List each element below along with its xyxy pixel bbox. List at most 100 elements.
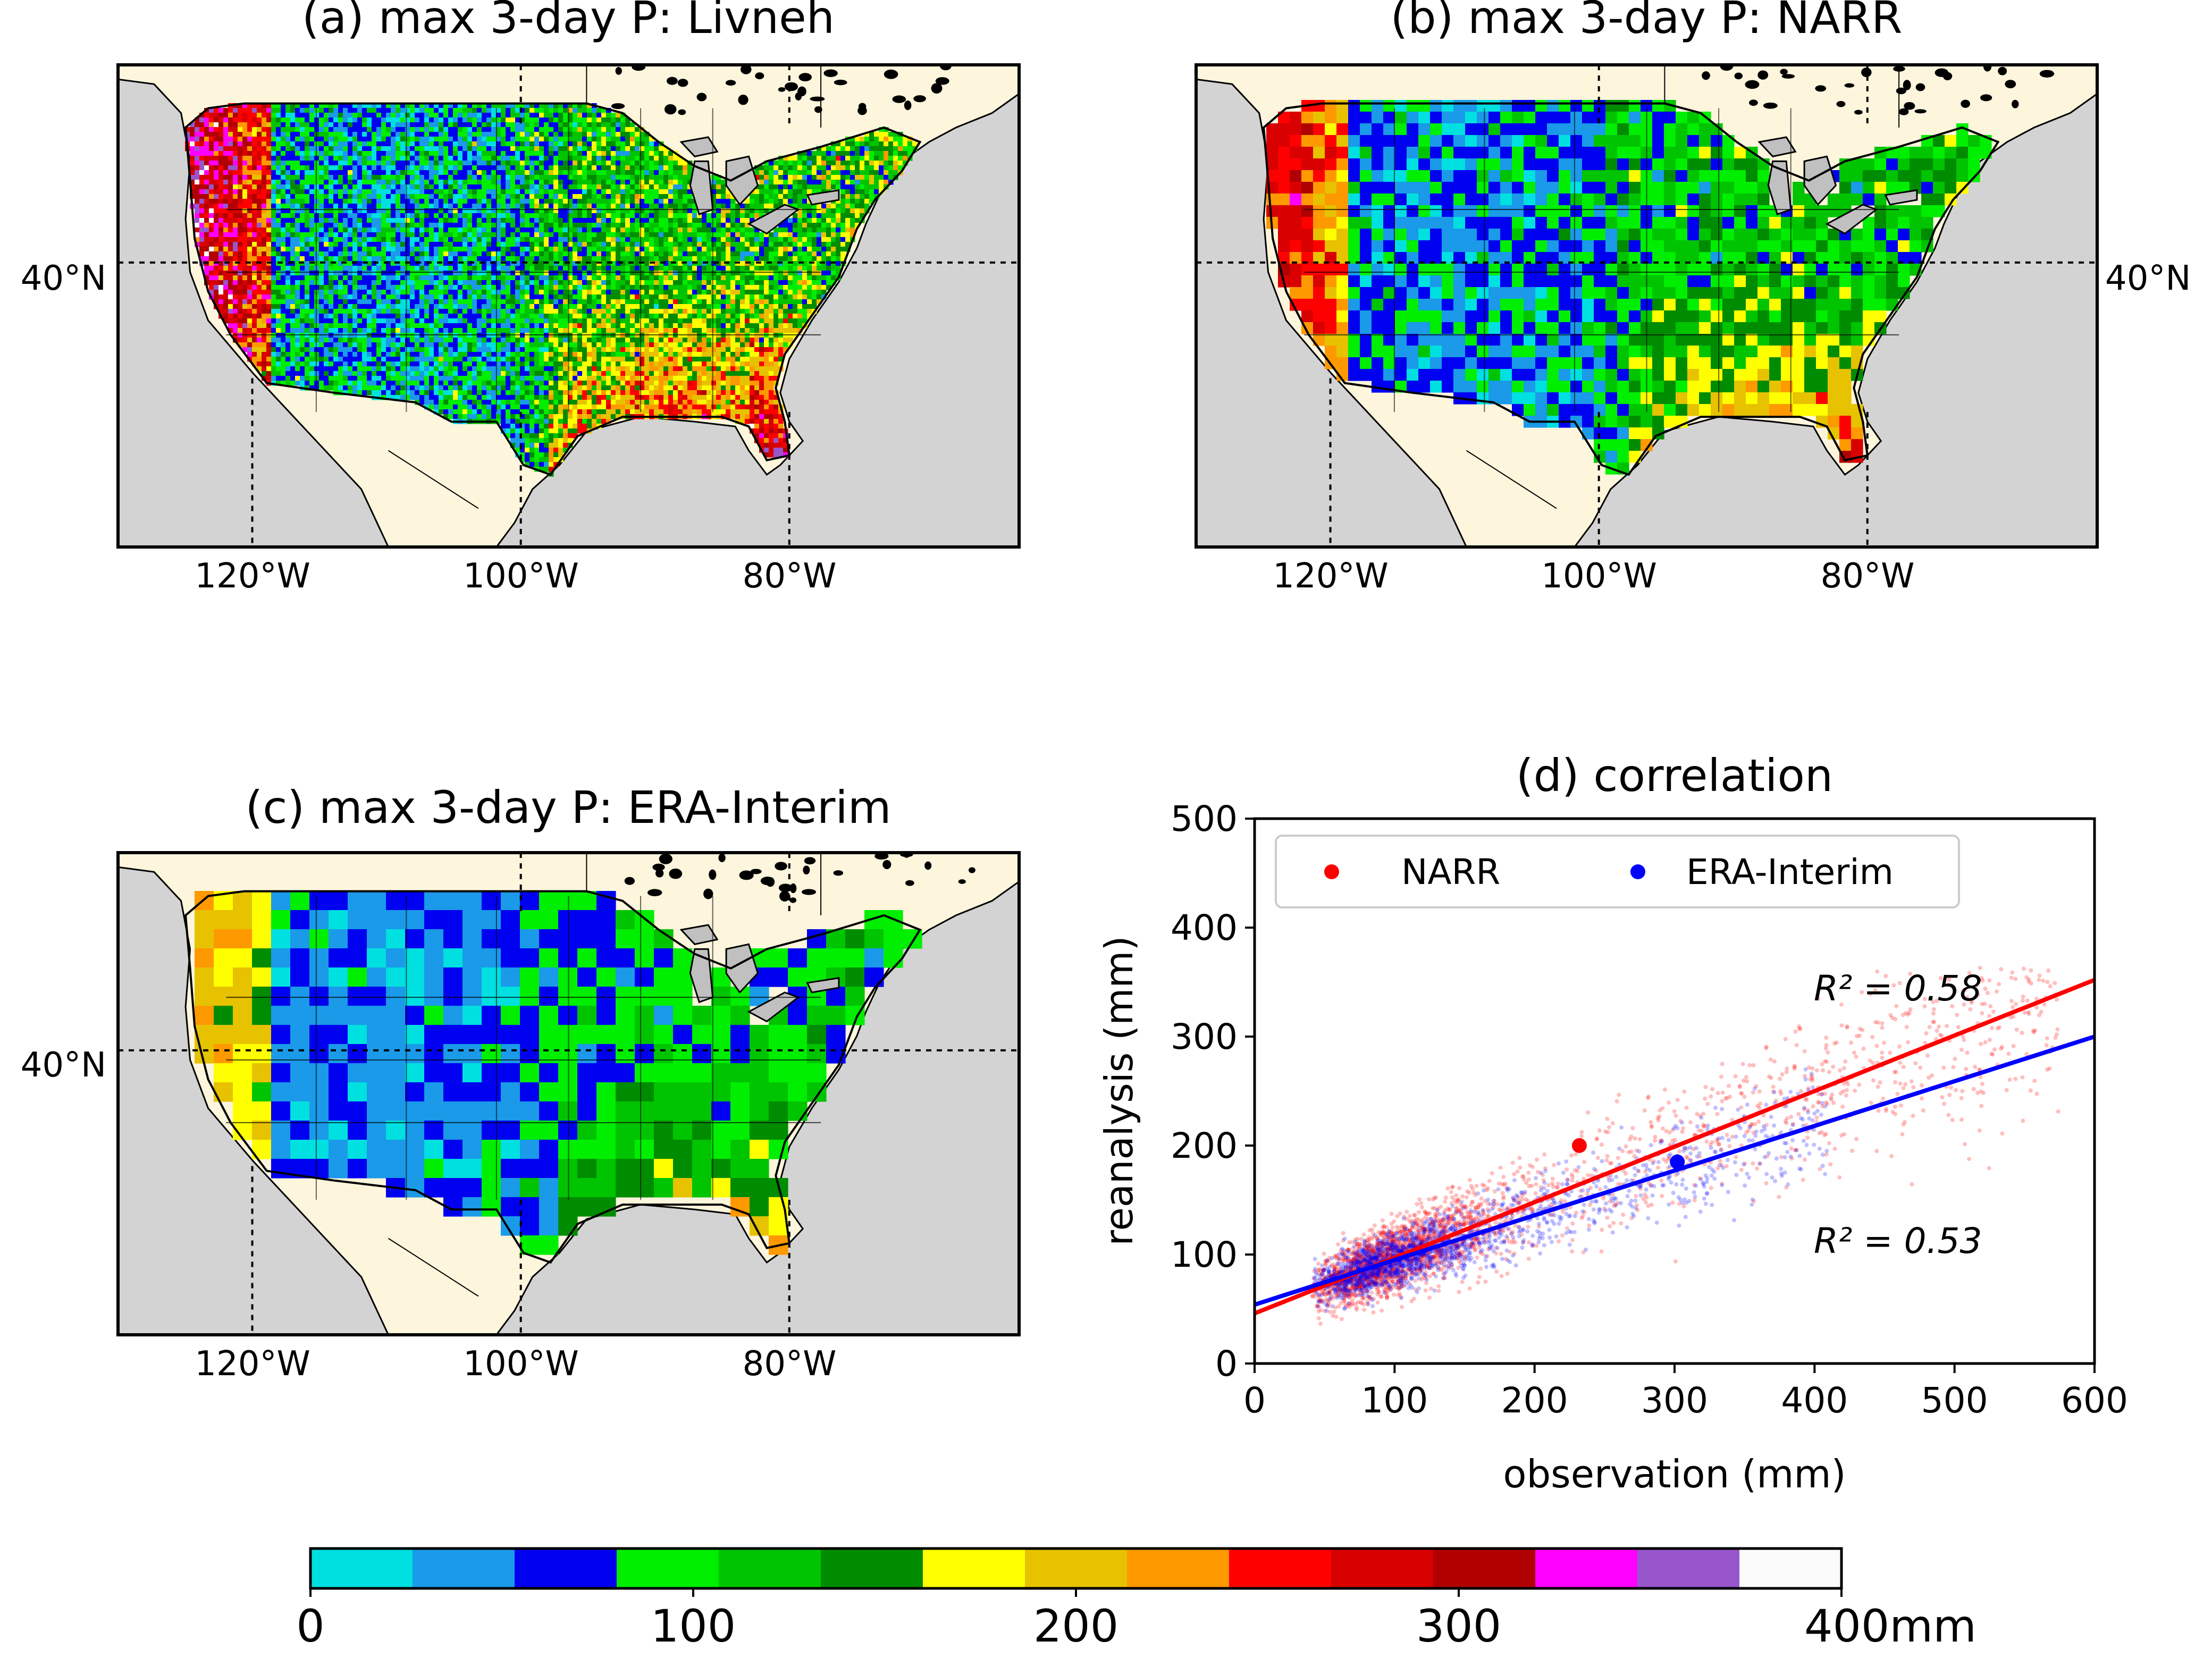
precip-cell bbox=[482, 232, 487, 238]
precip-cell bbox=[711, 266, 717, 271]
precip-cell bbox=[214, 170, 219, 175]
precip-cell bbox=[573, 280, 578, 285]
precip-cell bbox=[491, 228, 497, 233]
precip-cell bbox=[228, 122, 233, 128]
precip-cell bbox=[750, 204, 755, 209]
precip-cell bbox=[329, 184, 334, 190]
precip-cell bbox=[238, 242, 243, 247]
precip-cell bbox=[257, 122, 262, 128]
precip-cell bbox=[429, 146, 434, 152]
precip-cell bbox=[295, 137, 300, 142]
precip-cell bbox=[410, 261, 415, 266]
precip-cell bbox=[396, 156, 401, 161]
precip-cell bbox=[338, 228, 343, 233]
precip-cell bbox=[434, 256, 439, 262]
precip-cell bbox=[400, 108, 406, 113]
precip-cell bbox=[525, 232, 530, 238]
precip-cell bbox=[783, 237, 788, 242]
precip-cell bbox=[644, 204, 650, 209]
precip-cell bbox=[678, 228, 683, 233]
precip-cell bbox=[386, 127, 391, 132]
precip-cell bbox=[319, 256, 324, 262]
precip-cell bbox=[640, 151, 645, 156]
precip-cell bbox=[262, 194, 267, 199]
precip-cell bbox=[348, 199, 353, 204]
precip-cell bbox=[649, 275, 654, 281]
precip-cell bbox=[281, 189, 286, 195]
precip-cell bbox=[592, 237, 597, 242]
precip-cell bbox=[252, 108, 257, 113]
precip-cell bbox=[305, 108, 310, 113]
precip-cell bbox=[525, 280, 530, 285]
precip-cell bbox=[247, 223, 253, 228]
precip-cell bbox=[290, 103, 296, 108]
precip-cell bbox=[596, 266, 602, 271]
precip-cell bbox=[544, 237, 549, 242]
precip-cell bbox=[376, 242, 382, 247]
precip-cell bbox=[831, 165, 836, 171]
precip-cell bbox=[549, 161, 554, 166]
precip-cell bbox=[606, 113, 611, 118]
precip-cell bbox=[482, 103, 487, 108]
precip-cell bbox=[223, 184, 229, 190]
precip-cell bbox=[472, 228, 477, 233]
precip-cell bbox=[486, 251, 492, 257]
precip-cell bbox=[907, 146, 913, 152]
precip-cell bbox=[458, 189, 463, 195]
precip-cell bbox=[568, 256, 573, 262]
precip-cell bbox=[276, 180, 281, 185]
precip-cell bbox=[869, 199, 874, 204]
precip-cell bbox=[338, 280, 343, 285]
precip-cell bbox=[817, 218, 822, 223]
precip-cell bbox=[285, 242, 291, 247]
precip-cell bbox=[506, 275, 511, 281]
precip-cell bbox=[405, 175, 410, 180]
precip-cell bbox=[663, 199, 669, 204]
precip-cell bbox=[343, 228, 348, 233]
precip-cell bbox=[611, 117, 616, 123]
precip-cell bbox=[587, 247, 592, 252]
precip-cell bbox=[587, 175, 592, 180]
precip-cell bbox=[386, 266, 391, 271]
precip-cell bbox=[587, 117, 592, 123]
precip-cell bbox=[683, 271, 688, 276]
precip-cell bbox=[477, 151, 482, 156]
precip-cell bbox=[477, 170, 482, 175]
precip-cell bbox=[850, 199, 855, 204]
precip-cell bbox=[352, 151, 358, 156]
precip-cell bbox=[400, 113, 406, 118]
precip-cell bbox=[386, 156, 391, 161]
precip-cell bbox=[568, 251, 573, 257]
precip-cell bbox=[625, 242, 630, 247]
precip-cell bbox=[544, 113, 549, 118]
precip-cell bbox=[620, 189, 626, 195]
precip-cell bbox=[606, 180, 611, 185]
precip-cell bbox=[573, 204, 578, 209]
precip-cell bbox=[850, 161, 855, 166]
precip-cell bbox=[262, 141, 267, 147]
precip-cell bbox=[812, 151, 817, 156]
precip-cell bbox=[262, 113, 267, 118]
precip-cell bbox=[271, 218, 276, 223]
precip-cell bbox=[568, 204, 573, 209]
precip-cell bbox=[396, 228, 401, 233]
precip-cell bbox=[333, 232, 339, 238]
precip-cell bbox=[218, 199, 224, 204]
precip-cell bbox=[338, 127, 343, 132]
precip-cell bbox=[644, 247, 650, 252]
precip-cell bbox=[386, 285, 391, 290]
precip-cell bbox=[539, 141, 544, 147]
precip-cell bbox=[214, 275, 219, 281]
precip-cell bbox=[458, 232, 463, 238]
precip-cell bbox=[529, 165, 535, 171]
precip-cell bbox=[884, 165, 889, 171]
precip-cell bbox=[424, 237, 430, 242]
precip-cell bbox=[625, 156, 630, 161]
precip-cell bbox=[855, 194, 860, 199]
precip-cell bbox=[510, 228, 516, 233]
precip-cell bbox=[573, 113, 578, 118]
precip-cell bbox=[343, 194, 348, 199]
precip-cell bbox=[678, 170, 683, 175]
precip-cell bbox=[860, 165, 865, 171]
precip-cell bbox=[410, 180, 415, 185]
